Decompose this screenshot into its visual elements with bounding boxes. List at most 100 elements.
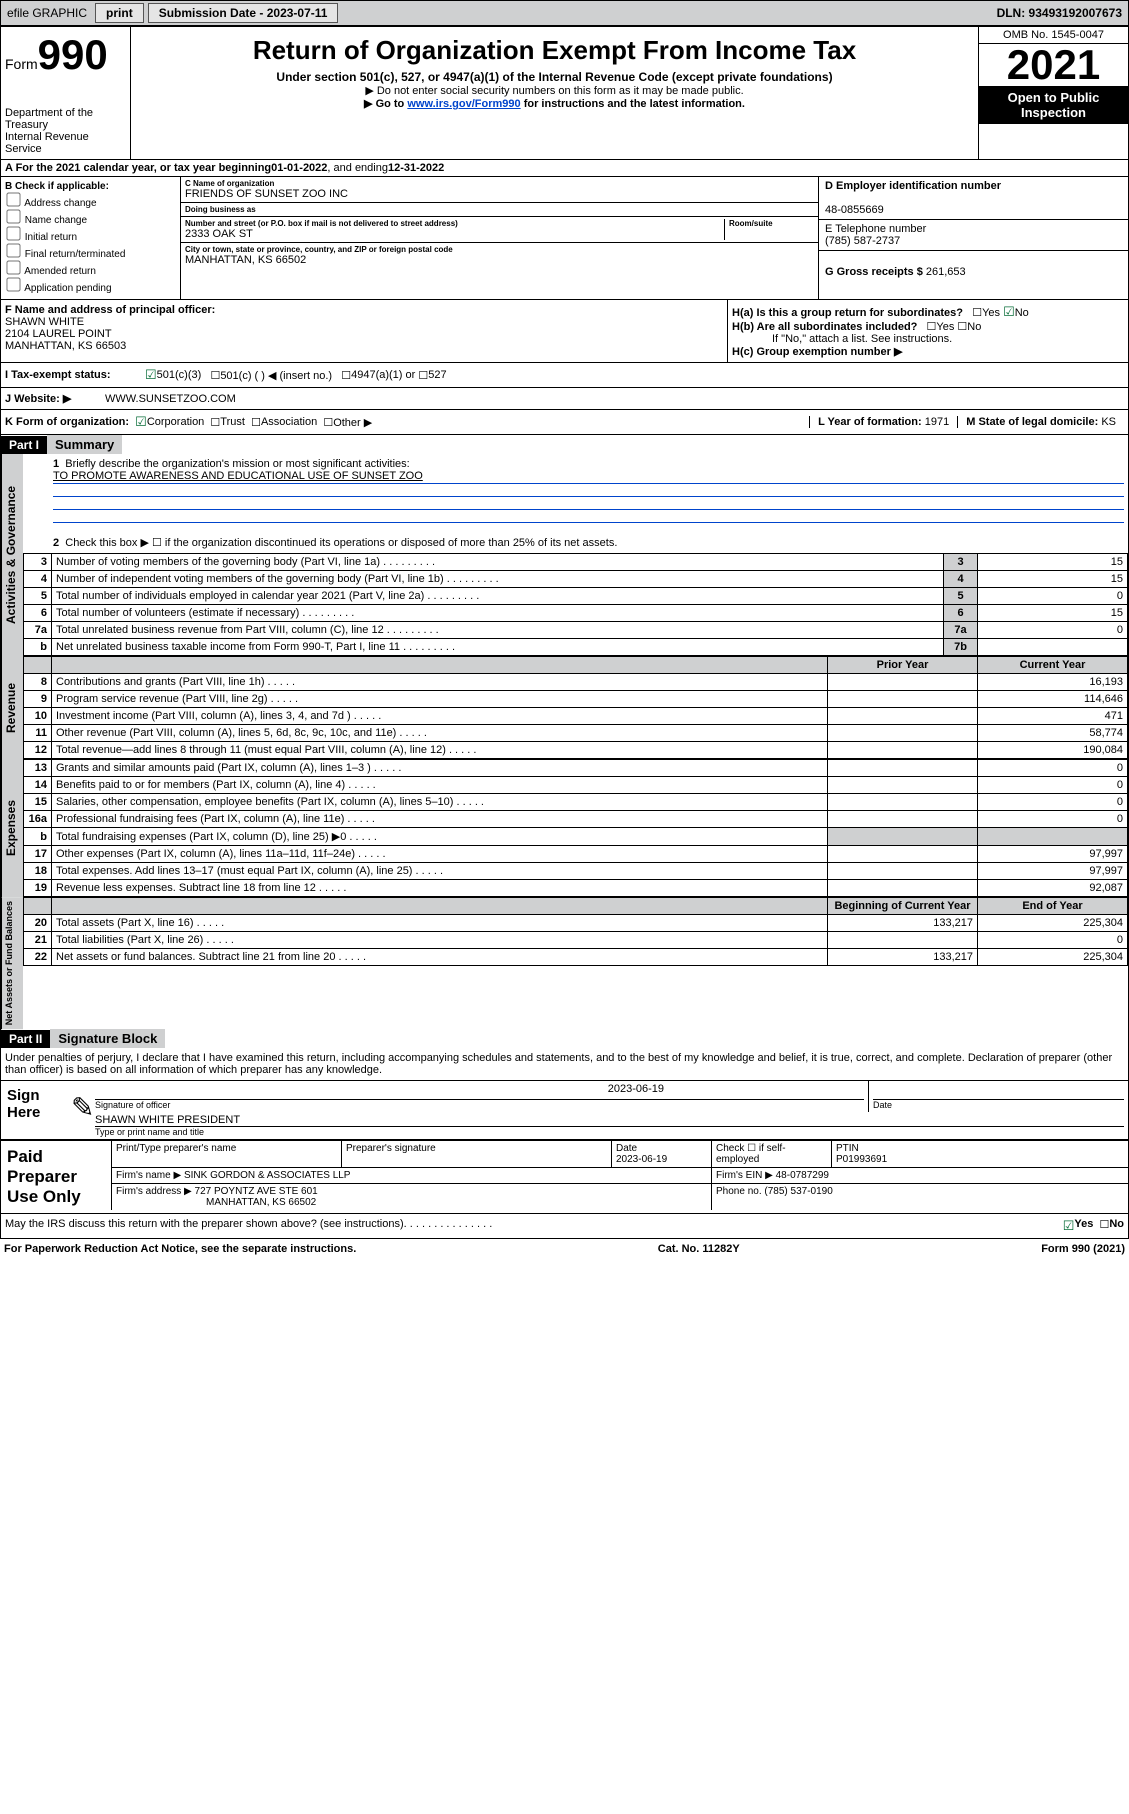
irs-label: Internal Revenue Service <box>5 131 126 155</box>
may-irs-lbl: May the IRS discuss this return with the… <box>5 1218 404 1234</box>
line-box: 5 <box>944 588 978 605</box>
sign-here-lbl: Sign Here <box>1 1081 71 1139</box>
prior-year: 133,217 <box>828 949 978 966</box>
gross-val: 261,653 <box>926 266 966 278</box>
col-b-title: B Check if applicable: <box>5 181 109 192</box>
current-year: 225,304 <box>978 949 1128 966</box>
form-org-lbl: K Form of organization: <box>5 416 129 428</box>
officer-addr2: MANHATTAN, KS 66503 <box>5 340 126 352</box>
prior-year <box>828 794 978 811</box>
line-desc: Revenue less expenses. Subtract line 18 … <box>52 880 828 897</box>
prep-sig-lbl: Preparer's signature <box>346 1143 436 1154</box>
table-rev: Prior Year Current Year8 Contributions a… <box>23 656 1128 759</box>
vtab-rev: Revenue <box>1 656 23 759</box>
row-a: A For the 2021 calendar year, or tax yea… <box>1 160 1128 177</box>
line-box: 4 <box>944 571 978 588</box>
header-mid: Return of Organization Exempt From Incom… <box>131 27 978 159</box>
part1-ag: Activities & Governance 1 Briefly descri… <box>1 454 1128 656</box>
vtab-exp: Expenses <box>1 759 23 897</box>
line-desc: Number of voting members of the governin… <box>52 554 944 571</box>
line-box: 6 <box>944 605 978 622</box>
col-hdr: Prior Year <box>828 657 978 674</box>
line-desc: Program service revenue (Part VIII, line… <box>52 691 828 708</box>
footer: For Paperwork Reduction Act Notice, see … <box>0 1239 1129 1259</box>
header-left: Form990 Department of the Treasury Inter… <box>1 27 131 159</box>
line-desc: Total number of individuals employed in … <box>52 588 944 605</box>
part2-header-row: Part IISignature Block <box>1 1029 1128 1048</box>
line-num: 22 <box>24 949 52 966</box>
opt-501c3: 501(c)(3) <box>157 369 202 381</box>
hb-note: If "No," attach a list. See instructions… <box>732 333 1124 345</box>
chk-application-pending[interactable]: Application pending <box>5 278 176 294</box>
line-val <box>978 639 1128 656</box>
part1-exp: Expenses 13 Grants and similar amounts p… <box>1 759 1128 897</box>
prior-year: 133,217 <box>828 915 978 932</box>
domicile-val: KS <box>1101 416 1116 428</box>
hb-lbl: H(b) Are all subordinates included? <box>732 321 917 333</box>
line-num: 10 <box>24 708 52 725</box>
firm-ein-lbl: Firm's EIN ▶ <box>716 1170 773 1181</box>
print-button[interactable]: print <box>95 3 144 23</box>
ptin-val: P01993691 <box>836 1154 887 1165</box>
col-h: H(a) Is this a group return for subordin… <box>728 300 1128 362</box>
officer-typed: SHAWN WHITE PRESIDENT <box>95 1114 1124 1126</box>
note2-pre: ▶ Go to <box>364 98 407 110</box>
chk-corp: ☑ <box>135 414 147 430</box>
prior-year <box>828 880 978 897</box>
firm-addr1: 727 POYNTZ AVE STE 601 <box>195 1186 318 1197</box>
prior-year <box>828 932 978 949</box>
submission-date-button[interactable]: Submission Date - 2023-07-11 <box>148 3 339 23</box>
tax-year: 2021 <box>979 44 1128 86</box>
prior-year <box>828 674 978 691</box>
chk-address-change[interactable]: Address change <box>5 193 176 209</box>
chk-name-change[interactable]: Name change <box>5 210 176 226</box>
form-number: 990 <box>38 31 108 78</box>
dba-lbl: Doing business as <box>185 205 814 214</box>
footer-left: For Paperwork Reduction Act Notice, see … <box>4 1243 356 1255</box>
opt-trust: Trust <box>220 416 245 428</box>
chk-initial-return[interactable]: Initial return <box>5 227 176 243</box>
line-num: 11 <box>24 725 52 742</box>
line-num: b <box>24 828 52 846</box>
officer-lbl: F Name and address of principal officer: <box>5 304 215 316</box>
line-val: 0 <box>978 622 1128 639</box>
website-lbl: J Website: ▶ <box>5 392 105 405</box>
sig-date-top: 2023-06-19 <box>95 1083 864 1099</box>
firm-ein: 48-0787299 <box>776 1170 829 1181</box>
current-year: 190,084 <box>978 742 1128 759</box>
prep-date: 2023-06-19 <box>616 1154 667 1165</box>
may-irs-row: May the IRS discuss this return with the… <box>1 1213 1128 1238</box>
line-num: 3 <box>24 554 52 571</box>
may-irs-yes-chk: ☑ <box>1063 1218 1075 1234</box>
pen-icon: ✎ <box>71 1081 91 1139</box>
current-year <box>978 828 1128 846</box>
tax-status-lbl: I Tax-exempt status: <box>5 369 145 381</box>
line-desc: Salaries, other compensation, employee b… <box>52 794 828 811</box>
prior-year <box>828 742 978 759</box>
chk-final-return[interactable]: Final return/terminated <box>5 244 176 260</box>
current-year: 16,193 <box>978 674 1128 691</box>
col-d: D Employer identification number 48-0855… <box>818 177 1128 299</box>
line-desc: Total fundraising expenses (Part IX, col… <box>52 828 828 846</box>
ein-lbl: D Employer identification number <box>825 180 1001 192</box>
opt-assoc: Association <box>261 416 317 428</box>
line-num: 4 <box>24 571 52 588</box>
vtab-na: Net Assets or Fund Balances <box>1 897 23 1029</box>
hb-no: No <box>967 321 981 333</box>
line-num: 17 <box>24 846 52 863</box>
may-irs-yes: Yes <box>1074 1218 1093 1234</box>
line-num: 7a <box>24 622 52 639</box>
line-desc: Professional fundraising fees (Part IX, … <box>52 811 828 828</box>
col-b: B Check if applicable: Address change Na… <box>1 177 181 299</box>
opt-4947: 4947(a)(1) or <box>351 369 415 381</box>
part1-na: Net Assets or Fund Balances Beginning of… <box>1 897 1128 1029</box>
prior-year <box>828 691 978 708</box>
row-a-end: 12-31-2022 <box>388 162 444 174</box>
row-a-pre: A For the 2021 calendar year, or tax yea… <box>5 162 271 174</box>
chk-amended-return[interactable]: Amended return <box>5 261 176 277</box>
line-val: 15 <box>978 571 1128 588</box>
irs-link[interactable]: www.irs.gov/Form990 <box>407 98 520 110</box>
ha-yes: Yes <box>982 307 1000 319</box>
signature-block: Sign Here ✎ 2023-06-19 Signature of offi… <box>1 1080 1128 1238</box>
paid-preparer: Paid Preparer Use Only Print/Type prepar… <box>1 1140 1128 1213</box>
